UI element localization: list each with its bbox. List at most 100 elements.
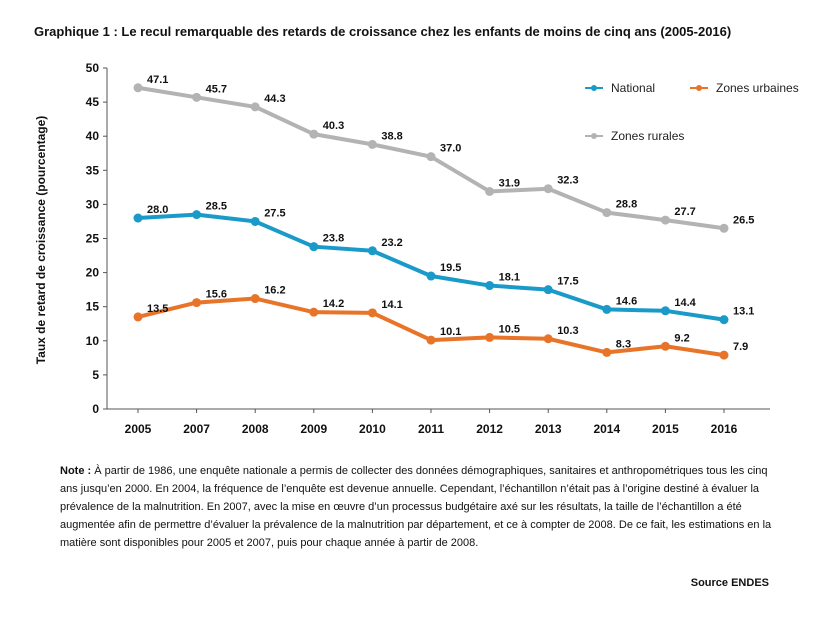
data-point (309, 307, 319, 317)
data-point (367, 139, 377, 149)
data-label: 27.7 (674, 206, 695, 218)
data-label: 15.6 (206, 289, 227, 301)
data-point (426, 152, 436, 162)
data-point (485, 186, 495, 196)
legend-marker (696, 85, 702, 91)
y-tick-label: 15 (86, 300, 100, 314)
data-label: 14.1 (381, 299, 402, 311)
axes: 0 5 10 15 20 25 30 35 40 45 50 2005 2007 2008 2009 2010… (86, 61, 770, 436)
x-tick-label: 2005 (125, 422, 152, 436)
x-tick-label: 2011 (418, 422, 444, 436)
data-label: 14.6 (616, 295, 637, 307)
x-tick-label: 2015 (652, 422, 679, 436)
note-text: À partir de 1986, une enquête nationale … (60, 465, 772, 549)
chart-title: Graphique 1 : Le recul remarquable des r… (34, 24, 732, 39)
y-tick-label: 40 (86, 129, 100, 143)
data-label: 10.1 (440, 326, 461, 338)
data-point (250, 216, 260, 226)
data-label: 47.1 (147, 74, 168, 86)
data-point (660, 215, 670, 225)
x-tick-label: 2007 (183, 422, 210, 436)
data-point (485, 332, 495, 342)
data-label: 23.2 (381, 237, 402, 249)
y-tick-label: 35 (86, 163, 100, 177)
data-label: 26.5 (733, 214, 754, 226)
source: Source ENDES (690, 577, 769, 589)
data-label: 32.3 (557, 175, 578, 187)
data-point (485, 281, 495, 291)
y-tick-label: 5 (92, 368, 99, 382)
data-label: 14.4 (674, 297, 696, 309)
data-label: 45.7 (206, 83, 227, 95)
y-tick-label: 10 (86, 334, 100, 348)
data-label: 44.3 (264, 93, 285, 105)
legend-label: Zones urbaines (716, 81, 799, 95)
data-label: 37.0 (440, 143, 461, 155)
data-label: 28.0 (147, 204, 168, 216)
x-tick-label: 2010 (359, 422, 386, 436)
data-point (719, 350, 729, 360)
y-axis-title: Taux de retard de croissance (pourcentag… (34, 116, 48, 365)
data-point (192, 298, 202, 308)
data-point (250, 102, 260, 112)
data-label: 13.5 (147, 303, 168, 315)
data-point (660, 306, 670, 316)
data-label: 8.3 (616, 338, 631, 350)
data-label: 18.1 (499, 272, 520, 284)
data-point (250, 294, 260, 304)
x-tick-label: 2016 (711, 422, 738, 436)
data-label: 10.5 (499, 323, 520, 335)
x-tick-label: 2008 (242, 422, 269, 436)
y-tick-label: 25 (86, 232, 100, 246)
data-label: 10.3 (557, 325, 578, 337)
data-point (543, 184, 553, 194)
data-point (309, 242, 319, 252)
data-label: 38.8 (381, 130, 402, 142)
data-label: 23.8 (323, 233, 344, 245)
data-point (602, 347, 612, 357)
data-point (192, 210, 202, 220)
data-labels: 28.0 28.5 27.5 23.8 23.2 19.5 18.1 17.5 14.6 14.4… (147, 74, 754, 353)
data-label: 40.3 (323, 120, 344, 132)
note-label: Note : (60, 465, 92, 477)
data-label: 28.8 (616, 199, 637, 211)
data-point (309, 129, 319, 139)
data-label: 13.1 (733, 306, 754, 318)
data-point (719, 223, 729, 233)
data-label: 31.9 (499, 177, 520, 189)
data-label: 17.5 (557, 276, 578, 288)
data-point (192, 92, 202, 102)
data-point (133, 83, 143, 93)
x-tick-label: 2012 (476, 422, 503, 436)
data-point (543, 285, 553, 295)
y-tick-label: 45 (86, 95, 100, 109)
legend-label: Zones rurales (611, 129, 684, 143)
y-tick-label: 20 (86, 266, 100, 280)
data-point (426, 271, 436, 281)
data-label: 7.9 (733, 341, 748, 353)
data-point (133, 213, 143, 223)
y-tick-label: 50 (86, 61, 100, 75)
data-label: 9.2 (674, 332, 689, 344)
x-tick-label: 2009 (300, 422, 327, 436)
data-point (367, 308, 377, 318)
legend-label: National (611, 81, 655, 95)
data-label: 16.2 (264, 285, 285, 297)
data-label: 27.5 (264, 207, 285, 219)
data-point (543, 334, 553, 344)
note: Note : À partir de 1986, une enquête nat… (60, 462, 772, 552)
data-point (602, 208, 612, 218)
data-point (426, 335, 436, 345)
data-point (660, 341, 670, 351)
x-tick-label: 2013 (535, 422, 562, 436)
series-layer (133, 83, 729, 360)
y-tick-label: 0 (92, 402, 99, 416)
data-label: 14.2 (323, 298, 344, 310)
data-point (602, 304, 612, 314)
data-point (367, 246, 377, 256)
legend: National Zones urbaines Zones rurales (585, 81, 799, 143)
data-label: 28.5 (206, 201, 227, 213)
data-point (133, 312, 143, 322)
y-tick-label: 30 (86, 197, 100, 211)
x-tick-label: 2014 (593, 422, 620, 436)
